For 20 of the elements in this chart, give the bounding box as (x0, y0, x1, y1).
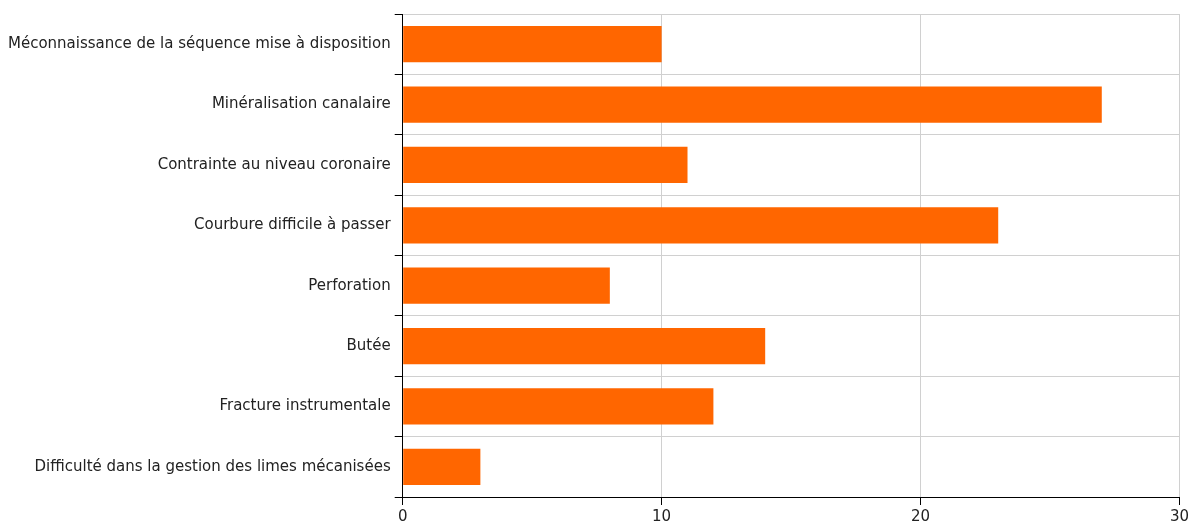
y-tick-label: Contrainte au niveau coronaire (157, 154, 391, 173)
y-tick-label: Perforation (308, 275, 391, 294)
bar (403, 86, 1102, 123)
y-tick-label: Difficulté dans la gestion des limes mécanisées (34, 456, 391, 475)
bar (403, 146, 688, 184)
y-tick-label: Méconnaissance de la séquence mise à disposition (7, 34, 391, 53)
bar (403, 448, 481, 485)
y-tick-label: Minéralisation canalaire (211, 94, 391, 113)
y-tick-label: Butée (346, 335, 391, 354)
x-tick-label: 0 (397, 506, 408, 525)
x-tick-label: 10 (652, 506, 672, 525)
x-tick-label: 20 (910, 506, 931, 525)
bar (403, 267, 610, 304)
bar (403, 388, 714, 425)
y-tick-label: Courbure difficile à passer (194, 215, 392, 234)
bar (403, 26, 662, 63)
bar (403, 207, 999, 244)
bar (403, 327, 766, 365)
y-tick-label: Fracture instrumentale (219, 396, 391, 415)
x-tick-label: 30 (1169, 506, 1189, 525)
